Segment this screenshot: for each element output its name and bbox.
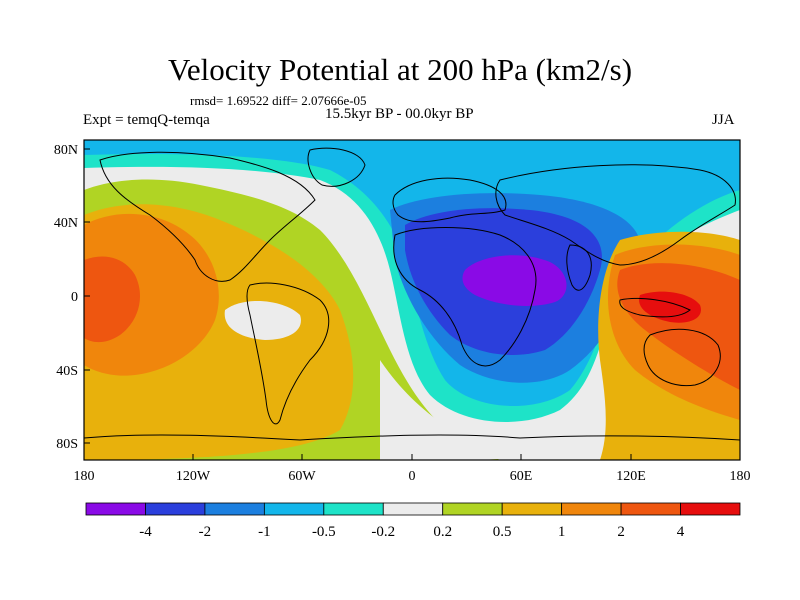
lon-tick-label: 180 bbox=[74, 469, 95, 484]
lat-tick-label: 40N bbox=[54, 216, 78, 231]
colorbar-swatch bbox=[323, 502, 384, 516]
colorbar-label: -0.2 bbox=[371, 524, 395, 540]
colorbar-label: 4 bbox=[677, 524, 685, 540]
experiment-label: Expt = temqQ-temqa bbox=[83, 112, 210, 128]
colorbar-swatch bbox=[501, 502, 563, 516]
lon-tick-label: 0 bbox=[409, 469, 416, 484]
plot-title: Velocity Potential at 200 hPa (km2/s) bbox=[167, 52, 633, 87]
coastlines bbox=[84, 147, 740, 441]
colorbar-swatch bbox=[680, 502, 741, 516]
lon-tick-label: 60W bbox=[288, 469, 316, 484]
stats-text: rmsd= 1.69522 diff= 2.07666e-05 bbox=[190, 93, 367, 108]
colorbar-swatch bbox=[204, 502, 265, 516]
field-purple-core bbox=[462, 255, 567, 306]
colorbar-label: -1 bbox=[258, 524, 271, 540]
colorbar-swatch bbox=[561, 502, 622, 516]
lon-axis: 180 120W 60W 0 60E 120E 180 bbox=[74, 454, 751, 484]
lat-tick-label: 40S bbox=[56, 364, 78, 379]
coast-australia bbox=[643, 328, 721, 387]
coast-greenland bbox=[307, 147, 366, 187]
colorbar-swatch bbox=[263, 502, 325, 516]
lon-tick-label: 120W bbox=[176, 469, 211, 484]
colorbar-label: 2 bbox=[617, 524, 625, 540]
coast-antarctica bbox=[84, 434, 740, 441]
lon-tick-label: 60E bbox=[510, 469, 533, 484]
coast-africa bbox=[393, 227, 537, 367]
colorbar-label: 0.2 bbox=[433, 524, 452, 540]
colorbar-label: 1 bbox=[558, 524, 566, 540]
lat-axis: 80N 40N 0 40S 80S bbox=[54, 143, 90, 452]
coast-europe bbox=[392, 177, 507, 223]
lon-tick-label: 180 bbox=[730, 469, 751, 484]
colorbar-label: -2 bbox=[199, 524, 212, 540]
lat-tick-label: 80N bbox=[54, 143, 78, 158]
coast-north-america bbox=[99, 151, 316, 282]
coast-indonesia bbox=[619, 297, 691, 318]
lat-tick-label: 0 bbox=[71, 290, 78, 305]
field-neutral-samerica bbox=[224, 300, 301, 340]
colorbar-swatch bbox=[382, 502, 444, 516]
colorbar: -4 -2 -1 -0.5 -0.2 0.2 0.5 1 2 4 bbox=[85, 502, 741, 540]
season-label: JJA bbox=[712, 112, 735, 128]
coast-asia bbox=[495, 164, 736, 266]
contour-field bbox=[84, 140, 740, 460]
lon-tick-label: 120E bbox=[616, 469, 646, 484]
colorbar-swatch bbox=[85, 502, 146, 516]
colorbar-swatch bbox=[442, 502, 503, 516]
coast-south-america bbox=[246, 282, 330, 425]
period-label: 15.5kyr BP - 00.0kyr BP bbox=[325, 106, 474, 122]
lat-tick-label: 80S bbox=[56, 437, 78, 452]
colorbar-label: -4 bbox=[139, 524, 152, 540]
colorbar-swatch bbox=[145, 502, 206, 516]
colorbar-swatch bbox=[620, 502, 681, 516]
field-redorange-pacific bbox=[84, 256, 140, 343]
colorbar-label: 0.5 bbox=[493, 524, 512, 540]
colorbar-label: -0.5 bbox=[312, 524, 336, 540]
coast-india bbox=[566, 244, 592, 291]
